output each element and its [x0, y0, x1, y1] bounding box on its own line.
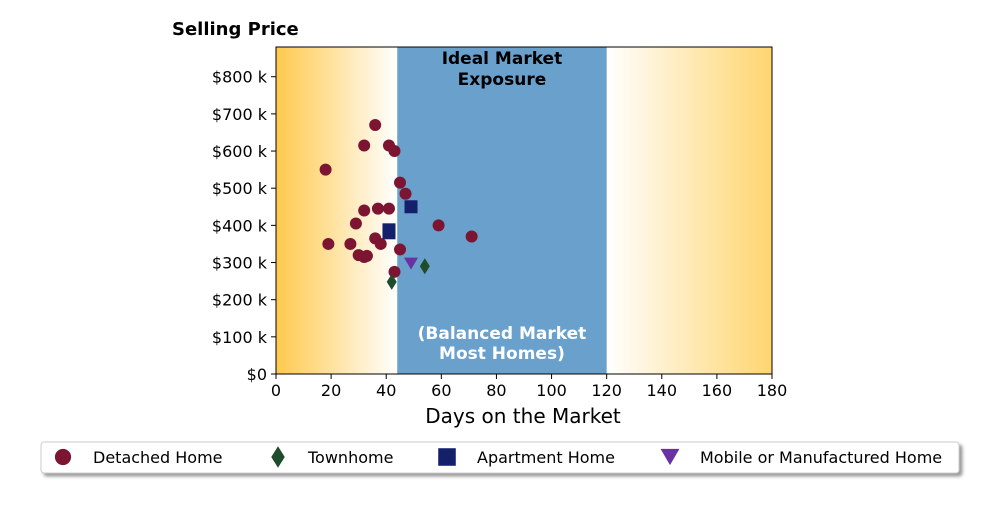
mobile-or-manufactured-home-point [404, 257, 419, 270]
y-tick-label: $800 k [212, 68, 268, 87]
x-tick-label: 140 [647, 381, 678, 400]
band-label-top-line1: Ideal Market [442, 49, 563, 69]
legend: Detached Home Townhome Apartment Home Mobil… [40, 441, 960, 474]
y-tick-label: $700 k [212, 105, 268, 124]
x-tick-label: 120 [591, 381, 622, 400]
y-tick-label: $100 k [212, 328, 268, 347]
legend-marker [54, 448, 72, 466]
detached-home-point [371, 202, 384, 215]
x-tick-label: 160 [702, 381, 733, 400]
legend-label: Townhome [307, 448, 393, 467]
x-tick-label: 80 [486, 381, 506, 400]
detached-home-point [465, 230, 478, 243]
detached-home-point [358, 204, 371, 217]
y-tick-label: $600 k [212, 142, 268, 161]
detached-home-point [349, 217, 362, 230]
legend-label: Apartment Home [477, 448, 615, 467]
x-axis: 0 20 40 60 80 100 120 140 160 180 [271, 374, 787, 400]
legend-box [40, 441, 960, 474]
y-tick-label: $0 [247, 365, 267, 384]
x-tick-label: 40 [376, 381, 396, 400]
ideal-market-band [397, 47, 607, 374]
band-label-bottom-line2: Most Homes) [439, 344, 565, 364]
y-tick-label: $200 k [212, 291, 268, 310]
legend-label: Detached Home [93, 448, 223, 467]
detached-home-point [394, 176, 406, 189]
townhome-point [386, 273, 397, 290]
x-tick-label: 180 [757, 381, 788, 400]
detached-home-point [388, 145, 401, 158]
y-tick-label: $300 k [212, 254, 268, 273]
detached-home-point [360, 249, 373, 262]
legend-marker [660, 448, 680, 466]
x-tick-label: 0 [271, 381, 281, 400]
detached-home-point [358, 139, 371, 152]
y-axis: $0 $100 k $200 k $300 k $400 k $500 k $600 k $7… [212, 68, 276, 384]
detached-home-point [399, 187, 412, 200]
y-tick-label: $400 k [212, 216, 268, 235]
detached-home-point [322, 237, 335, 250]
x-tick-label: 20 [321, 381, 341, 400]
detached-home-point [344, 237, 357, 250]
x-tick-label: 100 [536, 381, 567, 400]
detached-home-point [394, 243, 406, 256]
detached-home-point [374, 237, 387, 250]
legend-marker [438, 448, 456, 466]
plot-frame [275, 46, 773, 375]
townhome-point [419, 258, 430, 275]
x-tick-label: 60 [431, 381, 451, 400]
data-points [319, 119, 478, 290]
plot-area: Ideal Market Exposure (Balanced Market M… [275, 46, 773, 375]
apartment-home-point [382, 226, 396, 240]
apartment-home-point [404, 200, 418, 214]
detached-home-point [319, 163, 332, 176]
y-axis-title: Selling Price [172, 19, 299, 40]
detached-home-point [382, 202, 395, 215]
y-tick-label: $500 k [212, 179, 268, 198]
detached-home-point [369, 119, 382, 132]
band-label-top-line2: Exposure [458, 70, 547, 90]
x-axis-title: Days on the Market [425, 404, 621, 428]
gradient-background-right [606, 47, 772, 374]
detached-home-point [432, 219, 445, 232]
detached-home-point [388, 265, 401, 278]
legend-label: Mobile or Manufactured Home [700, 448, 942, 467]
legend-marker [271, 446, 285, 468]
band-label-bottom-line1: (Balanced Market [418, 324, 587, 344]
